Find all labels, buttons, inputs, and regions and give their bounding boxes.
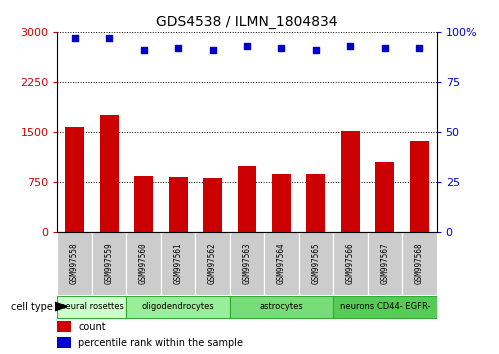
Bar xyxy=(57,337,71,348)
Text: GSM997558: GSM997558 xyxy=(70,243,79,284)
Bar xyxy=(161,232,195,295)
Point xyxy=(312,47,320,53)
Bar xyxy=(272,173,291,232)
Bar xyxy=(126,232,161,295)
Bar xyxy=(238,166,256,232)
Point xyxy=(140,47,148,53)
Text: neurons CD44- EGFR-: neurons CD44- EGFR- xyxy=(340,302,430,311)
Bar xyxy=(368,232,402,295)
Text: GSM997567: GSM997567 xyxy=(380,243,389,284)
Bar xyxy=(57,321,71,332)
Text: GSM997565: GSM997565 xyxy=(311,243,320,284)
Text: cell type: cell type xyxy=(10,302,52,312)
Text: GSM997564: GSM997564 xyxy=(277,243,286,284)
Bar xyxy=(299,232,333,295)
Bar xyxy=(100,115,119,232)
Bar xyxy=(57,296,126,318)
Point xyxy=(277,45,285,51)
Point xyxy=(105,35,113,41)
Bar xyxy=(341,131,360,232)
Text: astrocytes: astrocytes xyxy=(259,302,303,311)
Bar xyxy=(57,232,92,295)
Bar xyxy=(333,296,437,318)
Title: GDS4538 / ILMN_1804834: GDS4538 / ILMN_1804834 xyxy=(156,16,338,29)
Point xyxy=(415,45,423,51)
Text: neural rosettes: neural rosettes xyxy=(60,302,124,311)
Bar xyxy=(410,141,429,232)
Bar xyxy=(203,178,222,232)
Point xyxy=(174,45,182,51)
Text: GSM997566: GSM997566 xyxy=(346,243,355,284)
Bar xyxy=(230,296,333,318)
Text: GSM997568: GSM997568 xyxy=(415,243,424,284)
Bar xyxy=(195,232,230,295)
Bar xyxy=(306,174,325,232)
Point xyxy=(346,43,354,49)
Text: GSM997562: GSM997562 xyxy=(208,243,217,284)
Text: count: count xyxy=(78,322,106,332)
Bar xyxy=(92,232,126,295)
Bar xyxy=(169,177,188,232)
Bar xyxy=(230,232,264,295)
Bar xyxy=(65,127,84,232)
Point xyxy=(71,35,79,41)
Text: GSM997561: GSM997561 xyxy=(174,243,183,284)
Bar xyxy=(264,232,299,295)
Point xyxy=(209,47,217,53)
Text: GSM997559: GSM997559 xyxy=(105,243,114,284)
Polygon shape xyxy=(55,302,67,311)
Bar xyxy=(375,162,394,232)
Text: GSM997563: GSM997563 xyxy=(243,243,251,284)
Bar xyxy=(134,176,153,232)
Point xyxy=(381,45,389,51)
Bar xyxy=(402,232,437,295)
Text: oligodendrocytes: oligodendrocytes xyxy=(142,302,215,311)
Point xyxy=(243,43,251,49)
Bar xyxy=(333,232,368,295)
Text: percentile rank within the sample: percentile rank within the sample xyxy=(78,338,243,348)
Bar xyxy=(126,296,230,318)
Text: GSM997560: GSM997560 xyxy=(139,243,148,284)
